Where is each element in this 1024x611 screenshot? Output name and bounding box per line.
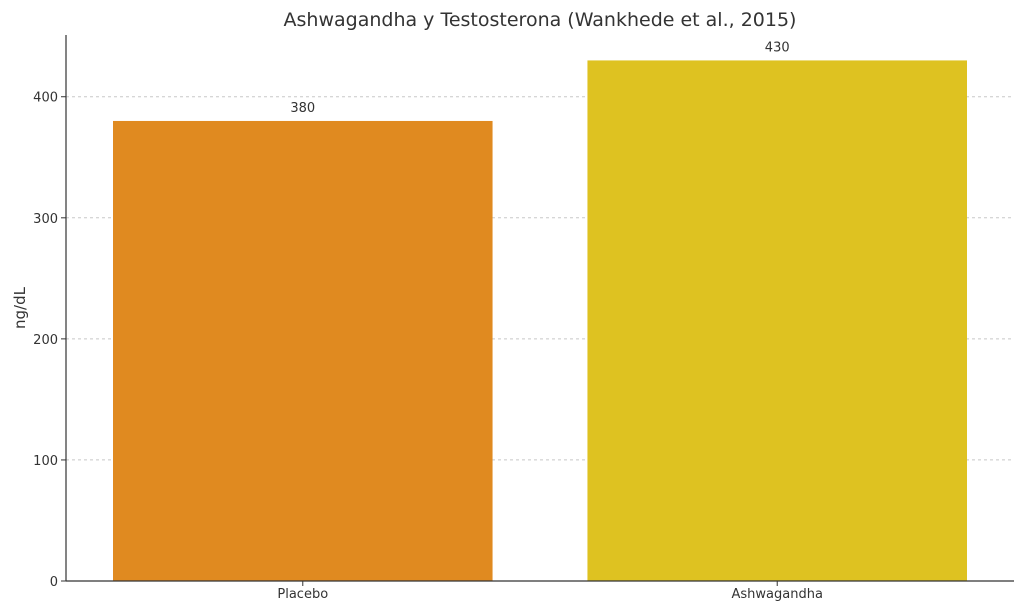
- y-tick-label-0: 0: [50, 575, 58, 590]
- bars: [113, 60, 967, 581]
- chart-title: Ashwagandha y Testosterona (Wankhede et …: [284, 9, 797, 31]
- y-tick-label-1: 100: [33, 454, 58, 469]
- data-label-placebo: 380: [290, 101, 315, 116]
- bar-ashwagandha: [587, 60, 967, 581]
- y-axis-label: ng/dL: [11, 286, 29, 329]
- y-tick-label-2: 200: [33, 333, 58, 348]
- x-tick-label-placebo: Placebo: [277, 587, 328, 602]
- data-labels: 380 430: [290, 40, 789, 116]
- axes: 0 100 200 300 400 Placebo Ashwagandha: [33, 35, 1014, 602]
- data-label-ashwagandha: 430: [765, 40, 790, 55]
- y-tick-label-3: 300: [33, 212, 58, 227]
- bar-placebo: [113, 120, 493, 581]
- y-tick-label-4: 400: [33, 91, 58, 106]
- x-tick-label-ashwagandha: Ashwagandha: [732, 587, 823, 602]
